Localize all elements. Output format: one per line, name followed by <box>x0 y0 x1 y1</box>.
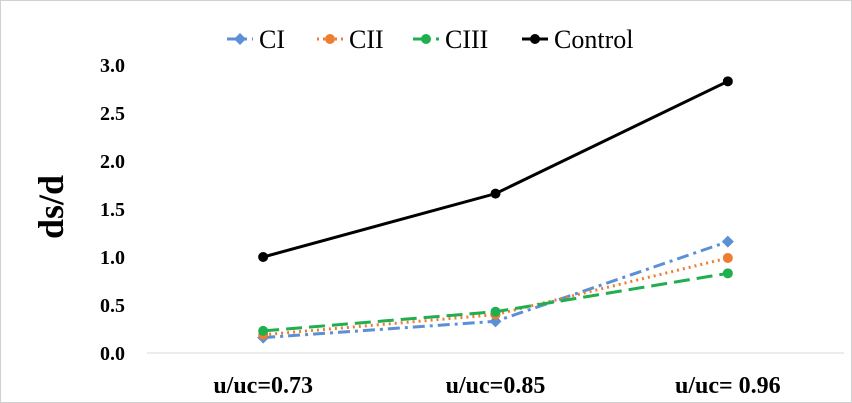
x-axis-tick-labels: u/uc=0.73 u/uc=0.85 u/uc= 0.96 <box>213 373 780 399</box>
x-tick-label: u/uc=0.85 <box>446 373 546 399</box>
y-tick-label: 2.0 <box>100 151 125 173</box>
y-tick-label: 1.5 <box>100 199 125 221</box>
legend-label-ciii: CIII <box>445 25 488 54</box>
legend-label-cii: CII <box>349 25 384 54</box>
point-control-0 <box>258 252 269 262</box>
point-control-1 <box>490 188 501 199</box>
series-line-control <box>262 79 729 259</box>
point-legend-cii-marker <box>325 34 335 44</box>
legend-label-ci: CI <box>259 25 285 54</box>
point-ci-2 <box>721 235 734 248</box>
point-control-2 <box>722 76 733 87</box>
x-tick-label: u/uc= 0.96 <box>675 373 781 399</box>
point-legend-control-marker <box>530 34 540 44</box>
series-lines <box>262 79 729 340</box>
x-tick-label: u/uc=0.73 <box>213 373 313 399</box>
point-ciii-1 <box>490 306 501 317</box>
series-markers <box>257 76 734 344</box>
legend-label-control: Control <box>554 25 633 54</box>
point-ciii-0 <box>258 325 269 336</box>
y-axis-label: ds/d <box>31 175 71 239</box>
y-tick-label: 0.0 <box>100 343 125 365</box>
y-tick-label: 0.5 <box>100 295 125 317</box>
point-legend-ci-marker <box>234 33 246 45</box>
y-tick-label: 3.0 <box>100 55 125 77</box>
point-ciii-2 <box>722 268 733 279</box>
legend: CI CII CIII Control <box>227 25 633 54</box>
point-cii-2 <box>722 252 733 263</box>
y-tick-label: 2.5 <box>100 103 125 125</box>
y-tick-label: 1.0 <box>100 247 125 269</box>
y-axis-ticks: 0.0 0.5 1.0 1.5 2.0 2.5 3.0 <box>100 55 125 365</box>
point-legend-ciii-marker <box>421 34 431 44</box>
